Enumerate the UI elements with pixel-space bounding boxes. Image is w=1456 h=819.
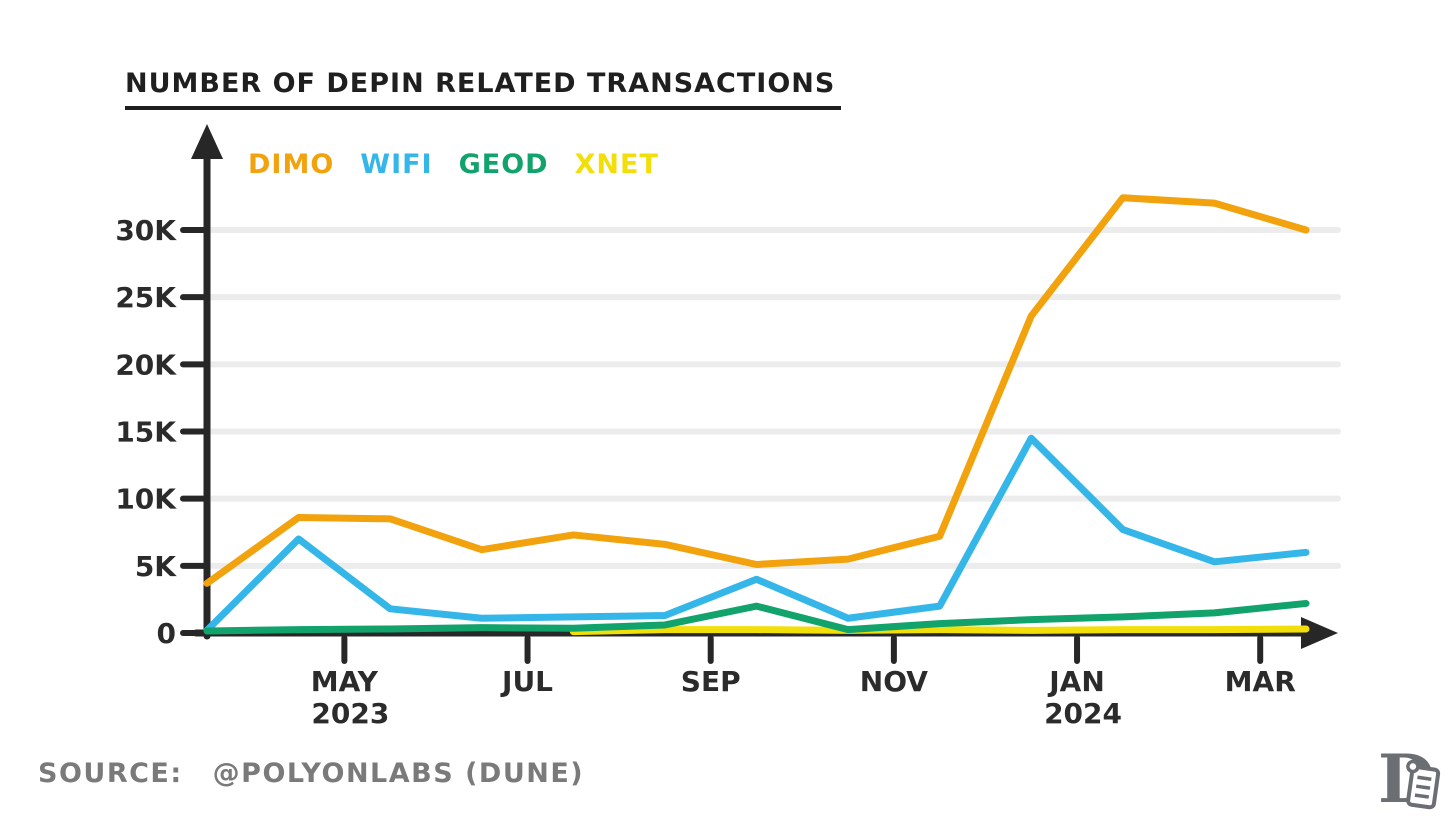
x-tick-label: MAY	[311, 665, 379, 698]
y-tick-label: 5K	[135, 550, 177, 583]
x-axis-arrow-icon	[1301, 617, 1338, 649]
y-tick-label: 25K	[115, 281, 177, 314]
series-line-dimo	[203, 194, 1310, 587]
source-handle: @POLYONLABS (DUNE)	[212, 758, 585, 789]
y-tick-label: 10K	[115, 483, 177, 516]
x-tick-label: JAN	[1047, 665, 1105, 698]
legend-item-wifi: WIFI	[360, 149, 433, 180]
y-tick-label: 20K	[115, 348, 177, 381]
y-tick-label: 15K	[115, 416, 177, 449]
y-tick-label: 30K	[115, 214, 177, 247]
x-tick-label: NOV	[860, 665, 928, 698]
x-tick-label: SEP	[681, 665, 741, 698]
series-line-xnet	[569, 625, 1310, 636]
x-tick-year-label: 2023	[311, 697, 389, 730]
series-line-geod	[203, 599, 1310, 635]
x-tick-label: MAR	[1225, 665, 1296, 698]
legend-item-dimo: DIMO	[248, 149, 335, 180]
source-label: SOURCE:	[38, 758, 183, 789]
x-tick-label: JUL	[500, 665, 553, 698]
logo-d-icon: D	[1378, 740, 1441, 818]
x-tick-year-label: 2024	[1044, 697, 1122, 730]
series-line-wifi	[203, 434, 1310, 634]
chart-legend: DIMO WIFI GEOD XNET	[248, 149, 659, 180]
legend-item-xnet: XNET	[574, 149, 659, 180]
legend-item-geod: GEOD	[458, 149, 549, 180]
publication-logo: D	[1370, 740, 1456, 818]
y-axis-arrow-icon	[191, 124, 223, 159]
page-title: NUMBER OF DEPIN RELATED TRANSACTIONS	[125, 68, 842, 110]
y-tick-label: 0	[157, 617, 176, 650]
source-line: SOURCE: @POLYONLABS (DUNE)	[38, 758, 584, 789]
